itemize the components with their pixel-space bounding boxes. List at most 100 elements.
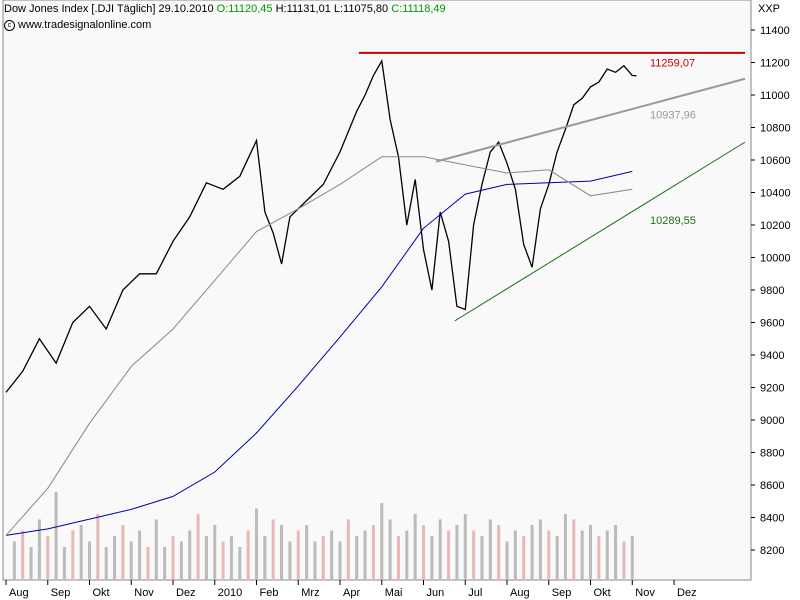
volume-bar	[330, 530, 334, 580]
copyright-icon: c	[4, 20, 15, 31]
y-tick-label: 11000	[760, 90, 790, 102]
x-tick-label: Nov	[635, 587, 655, 599]
volume-bar	[121, 525, 125, 580]
volume-bar	[88, 541, 92, 580]
series-line-ma_short	[5, 156, 633, 536]
x-tick-label: Sep	[51, 587, 71, 599]
volume-bar	[346, 519, 350, 580]
volume-bar	[188, 530, 192, 580]
volume-bar	[305, 525, 309, 580]
volume-bar	[538, 519, 542, 580]
volume-bar	[163, 547, 167, 580]
x-tick-label: Feb	[260, 587, 279, 599]
volume-bar	[622, 541, 626, 580]
y-tick-label: 9000	[760, 415, 784, 427]
volume-bar	[71, 530, 75, 580]
y-tick-label: 8600	[760, 480, 784, 492]
x-tick-label: Okt	[93, 587, 110, 599]
volume-bar	[530, 525, 534, 580]
volume-bar	[29, 547, 33, 580]
volume-bar	[589, 525, 593, 580]
volume-bar	[255, 508, 259, 580]
volume-bar	[21, 530, 25, 580]
volume-bar	[480, 536, 484, 580]
y-tick-label: 8800	[760, 448, 784, 460]
volume-bar	[563, 514, 567, 580]
volume-bar	[338, 541, 342, 580]
volume-bar	[62, 547, 66, 580]
y-tick-label: 8400	[760, 513, 784, 525]
annotation-lower_trend: 10289,55	[650, 215, 696, 227]
volume-bar	[555, 536, 559, 580]
high-value: H:11131,01	[275, 3, 331, 15]
y-tick-label: 11400	[760, 25, 790, 37]
volume-bar	[488, 519, 492, 580]
volume-bar	[146, 547, 150, 580]
volume-bar	[179, 541, 183, 580]
unit-label: XXP	[758, 3, 780, 15]
y-tick-label: 10400	[760, 188, 791, 200]
x-tick-label: Apr	[343, 587, 360, 599]
x-tick-label: Aug	[510, 587, 530, 599]
source-label: www.tradesignalonline.com	[18, 19, 152, 31]
y-tick-label: 10000	[760, 253, 791, 265]
x-tick-label: Okt	[594, 587, 611, 599]
y-tick-label: 9800	[760, 285, 784, 297]
volume-bar	[229, 536, 233, 580]
close-value: C:11118,49	[391, 3, 446, 15]
x-tick-label: Mai	[385, 587, 403, 599]
volume-bar	[513, 530, 517, 580]
volume-bar	[138, 530, 142, 580]
annotation-resistance: 11259,07	[650, 58, 695, 70]
volume-bar	[522, 536, 526, 580]
plot-area	[2, 0, 752, 581]
volume-bar	[605, 530, 609, 580]
volume-bar	[37, 519, 41, 580]
volume-bar	[497, 525, 501, 580]
x-tick-label: Mrz	[301, 587, 319, 599]
volume-bar	[380, 503, 384, 580]
x-tick-label: 2010	[218, 587, 242, 599]
volume-bar	[355, 536, 359, 580]
date-label: 29.10.2010	[158, 3, 214, 15]
volume-bar	[447, 530, 451, 580]
volume-bar	[580, 530, 584, 580]
source-line: c www.tradesignalonline.com	[4, 19, 151, 31]
volume-bar	[104, 547, 108, 580]
volume-bar	[572, 519, 576, 580]
volume-bar	[630, 536, 634, 580]
volume-bar	[96, 514, 100, 580]
volume-bar	[271, 519, 275, 580]
instrument-label: Dow Jones Index [.DJI	[4, 3, 115, 15]
volume-bar	[313, 541, 317, 580]
series-line-ma_long	[5, 170, 633, 536]
volume-bar	[388, 519, 392, 580]
volume-bar	[221, 541, 225, 580]
volume-bar	[204, 536, 208, 580]
volume-bar	[413, 514, 417, 580]
y-tick-label: 11200	[760, 58, 790, 70]
x-tick-label: Dez	[176, 587, 196, 599]
open-value: O:11120,45	[216, 3, 273, 15]
volume-bar	[321, 536, 325, 580]
x-tick-label: Jun	[427, 587, 445, 599]
trendline-upper_trend	[435, 77, 746, 163]
x-tick-label: Sep	[552, 587, 572, 599]
volume-bar	[246, 530, 250, 580]
volume-bar	[438, 519, 442, 580]
volume-bar	[371, 525, 375, 580]
x-tick-label: Aug	[9, 587, 29, 599]
y-tick-label: 8200	[760, 545, 784, 557]
volume-bar	[129, 541, 133, 580]
volume-bar	[547, 530, 551, 580]
series-line-price	[5, 58, 637, 393]
y-tick-label: 10200	[760, 220, 791, 232]
volume-bar	[171, 536, 175, 580]
y-tick-label: 10800	[760, 123, 791, 135]
chart-header: Dow Jones Index [.DJI Täglich] 29.10.201…	[4, 3, 446, 15]
y-tick-label: 9600	[760, 318, 784, 330]
volume-bar	[472, 530, 476, 580]
volume-bar	[505, 541, 509, 580]
volume-bar	[280, 525, 284, 580]
x-tick-label: Dez	[677, 587, 697, 599]
